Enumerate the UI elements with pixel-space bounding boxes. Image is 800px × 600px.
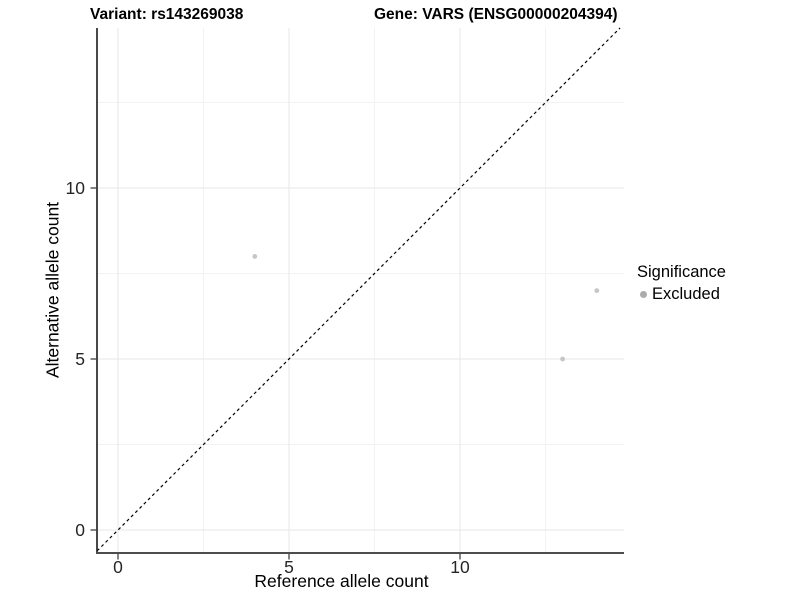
y-axis-title: Alternative allele count — [42, 201, 63, 379]
y-tick-label: 0 — [75, 520, 85, 540]
plot-title-gene: Gene: VARS (ENSG00000204394) — [374, 6, 618, 23]
legend-item-label: Excluded — [652, 285, 720, 303]
y-tick-label: 10 — [66, 178, 86, 198]
data-point — [252, 254, 258, 259]
data-point — [560, 356, 565, 362]
y-tick-label: 5 — [75, 349, 85, 369]
legend: Significance Excluded — [637, 263, 726, 304]
data-point — [594, 288, 600, 293]
plot-title-variant: Variant: rs143269038 — [90, 6, 244, 23]
legend-point-icon — [640, 291, 647, 298]
identity-reference-line — [96, 27, 621, 552]
x-tick-label: 0 — [113, 557, 123, 577]
x-tick-label: 5 — [284, 557, 294, 577]
legend-title: Significance — [637, 263, 726, 281]
legend-item-excluded: Excluded — [637, 285, 726, 304]
x-axis-title: Reference allele count — [254, 571, 429, 591]
x-tick-label: 10 — [450, 557, 470, 577]
